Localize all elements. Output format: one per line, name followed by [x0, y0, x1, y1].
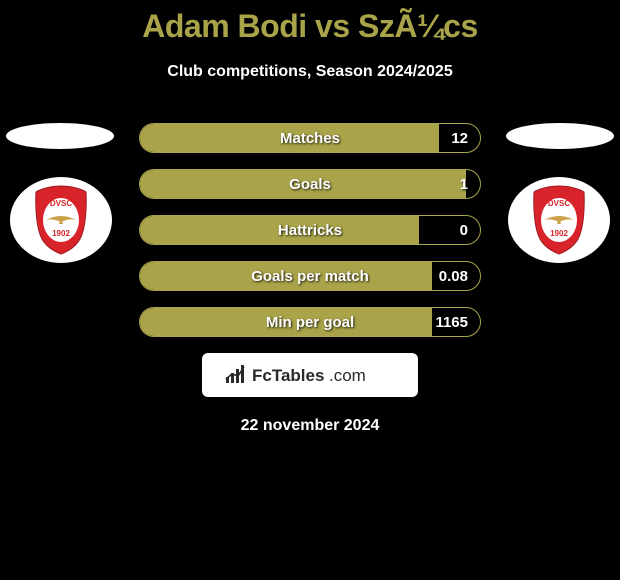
svg-text:1902: 1902	[52, 229, 70, 238]
stat-value: 0.08	[439, 262, 468, 290]
stat-value: 0	[460, 216, 468, 244]
club-badge-right: DVSC 1902	[508, 177, 610, 263]
stat-row: Goals per match0.08	[139, 261, 481, 291]
stats-area: DVSC 1902 DVSC 1902 Matches12 Goals1 Hattr…	[0, 123, 620, 337]
stat-label: Goals per match	[140, 262, 480, 290]
stat-row: Matches12	[139, 123, 481, 153]
player-left-placeholder	[6, 123, 114, 149]
stat-rows: Matches12 Goals1 Hattricks0 Goals per match…	[139, 123, 481, 337]
stat-label: Goals	[140, 170, 480, 198]
brand-box[interactable]: FcTables .com	[202, 353, 418, 397]
season-subtitle: Club competitions, Season 2024/2025	[0, 63, 620, 81]
club-badge-left: DVSC 1902	[10, 177, 112, 263]
svg-text:DVSC: DVSC	[548, 199, 570, 208]
svg-text:1902: 1902	[550, 229, 568, 238]
footer-date: 22 november 2024	[0, 417, 620, 435]
stat-value: 12	[451, 124, 468, 152]
stat-value: 1165	[435, 308, 468, 336]
stat-label: Min per goal	[140, 308, 480, 336]
svg-text:FcTables: FcTables	[252, 366, 324, 385]
club-crest-right-icon: DVSC 1902	[530, 184, 588, 256]
stat-row: Hattricks0	[139, 215, 481, 245]
stat-label: Matches	[140, 124, 480, 152]
svg-text:DVSC: DVSC	[50, 199, 72, 208]
svg-text:.com: .com	[329, 366, 366, 385]
fctables-logo-icon: FcTables .com	[220, 361, 400, 389]
stat-value: 1	[460, 170, 468, 198]
player-right-placeholder	[506, 123, 614, 149]
stat-label: Hattricks	[140, 216, 480, 244]
comparison-card: Adam Bodi vs SzÃ¼cs Club competitions, S…	[0, 0, 620, 580]
stat-row: Goals1	[139, 169, 481, 199]
page-title: Adam Bodi vs SzÃ¼cs	[0, 0, 620, 45]
club-crest-left-icon: DVSC 1902	[32, 184, 90, 256]
stat-row: Min per goal1165	[139, 307, 481, 337]
